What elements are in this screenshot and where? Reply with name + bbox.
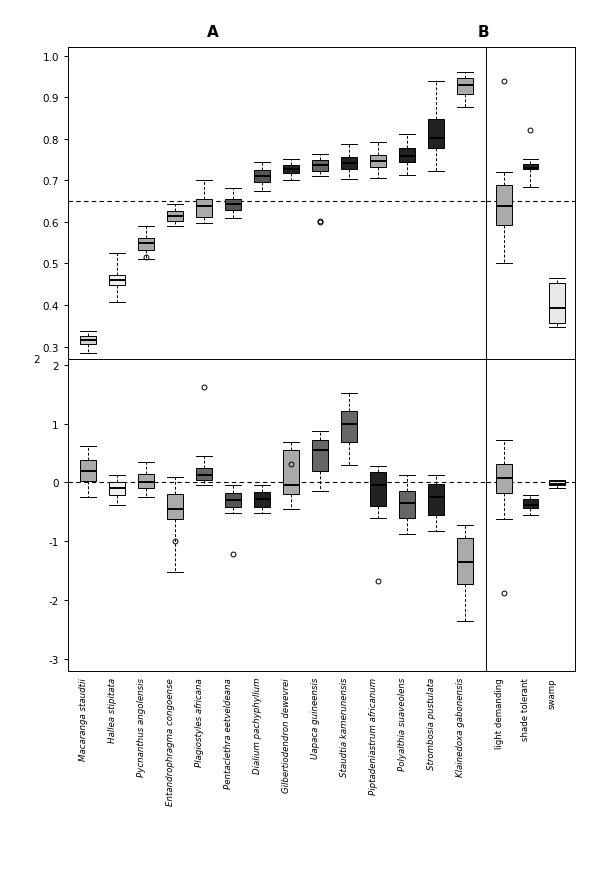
Bar xyxy=(457,538,473,584)
Bar xyxy=(196,468,212,480)
Bar xyxy=(371,473,386,506)
Bar xyxy=(80,460,96,481)
Bar xyxy=(109,482,125,496)
Bar xyxy=(399,149,415,163)
Bar xyxy=(109,275,125,286)
Bar xyxy=(399,492,415,518)
Bar xyxy=(138,239,154,251)
Bar xyxy=(549,284,565,324)
Bar xyxy=(254,492,270,508)
Bar xyxy=(457,80,473,95)
Bar xyxy=(225,200,241,211)
Bar xyxy=(167,495,183,519)
Bar xyxy=(283,451,299,495)
Bar xyxy=(523,499,539,509)
Bar xyxy=(342,158,358,169)
Bar xyxy=(549,481,565,486)
Bar xyxy=(496,186,512,226)
Bar xyxy=(167,212,183,222)
Bar xyxy=(342,411,358,443)
Bar xyxy=(283,166,299,174)
Bar xyxy=(138,474,154,488)
Bar xyxy=(196,200,212,217)
Bar xyxy=(312,161,328,172)
Bar xyxy=(428,120,444,149)
Bar xyxy=(254,171,270,182)
Bar xyxy=(428,484,444,516)
Bar xyxy=(80,337,96,344)
Text: 2: 2 xyxy=(33,354,40,365)
Bar xyxy=(496,464,512,494)
Bar xyxy=(225,494,241,508)
Bar xyxy=(312,440,328,471)
Text: B: B xyxy=(478,25,490,39)
Text: A: A xyxy=(206,25,218,39)
Bar xyxy=(371,155,386,168)
Bar xyxy=(523,165,539,170)
